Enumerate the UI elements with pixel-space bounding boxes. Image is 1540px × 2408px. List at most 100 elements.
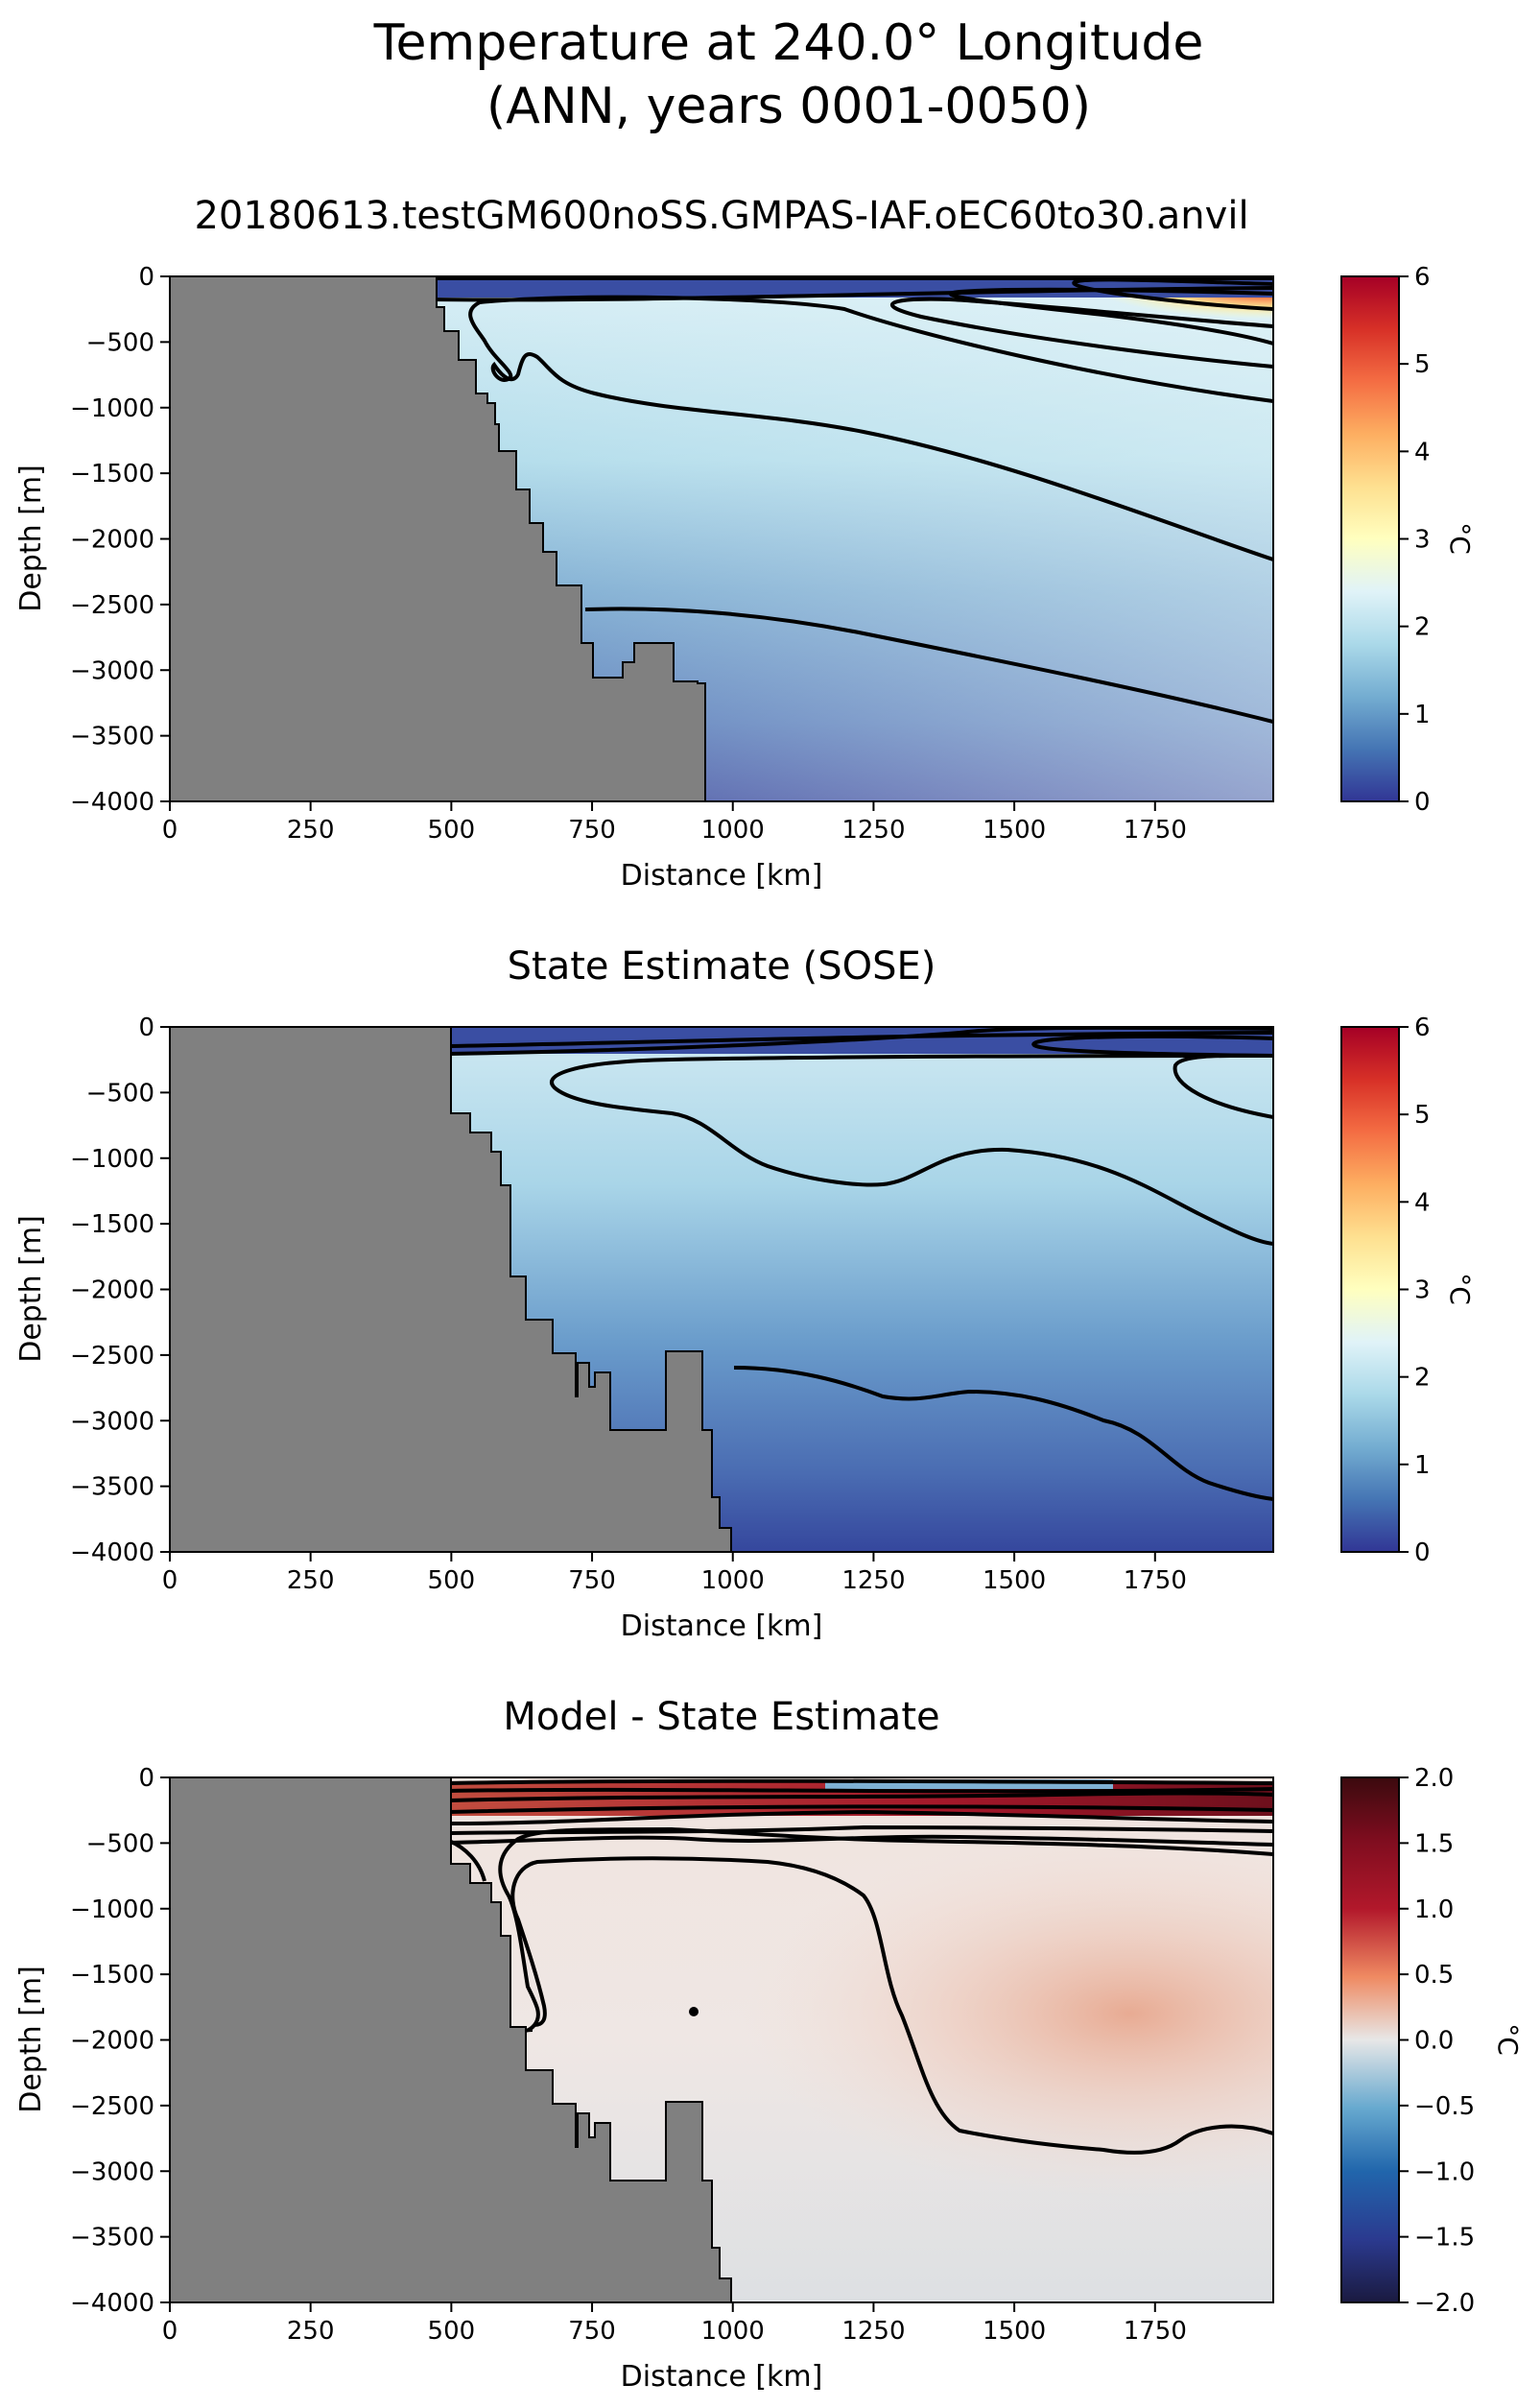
x-tick-label: 1250 (841, 816, 905, 845)
colorbar-tick-label: 1.0 (1414, 1895, 1454, 1924)
figure-title-line2: (ANN, years 0001-0050) (486, 78, 1091, 135)
x-axis-label: Distance [km] (621, 2360, 823, 2394)
colorbar-tick-label: 1.5 (1414, 1829, 1454, 1858)
colorbar-tick-label: 5 (1414, 350, 1431, 379)
y-tick-label: −2500 (70, 2092, 154, 2121)
y-tick-label: −3000 (70, 1407, 154, 1436)
contour-line (448, 1804, 1273, 1814)
x-tick-label: 750 (568, 1566, 616, 1595)
x-tick-label: 1000 (701, 1566, 765, 1595)
contour-line (949, 287, 1273, 346)
y-tick-label: −2000 (70, 1276, 154, 1305)
colorbar-tick-label: −1.5 (1414, 2224, 1475, 2253)
colorbar-tick-label: 1 (1414, 1451, 1431, 1480)
colorbar-tick-label: 6 (1414, 1013, 1431, 1042)
y-axis: 0 −500 −1000 −1500 −2000 −2500 −3000 −3500 −4000 (70, 1764, 170, 2318)
y-axis-label: Depth [m] (14, 1215, 48, 1363)
x-tick-label: 1000 (701, 2317, 765, 2346)
y-tick-label: −1500 (70, 1961, 154, 1990)
y-tick-label: −4000 (70, 1538, 154, 1567)
temperature-field (170, 276, 1273, 801)
x-tick-label: 1750 (1124, 1566, 1187, 1595)
x-tick-label: 1750 (1124, 816, 1187, 845)
colorbar-label: °C (1444, 1273, 1476, 1305)
contour-line (448, 1031, 1273, 1048)
contour-line (1072, 277, 1273, 311)
y-tick-label: −4000 (70, 788, 154, 817)
panel-difference: Model - State Estimate 0 250 500 750 1000 125… (14, 1695, 1524, 2394)
y-tick-label: −1500 (70, 1210, 154, 1239)
temperature-difference-field (170, 1777, 1273, 2302)
colorbar: −2.0 −1.5 −1.0 −0.5 0.0 0.5 1.0 1.5 2.0 (1340, 1764, 1475, 2318)
colorbar-tick-label: 2.0 (1414, 1764, 1454, 1793)
colorbar-tick-label: 1 (1414, 701, 1431, 729)
y-axis: 0 −500 −1000 −1500 −2000 −2500 −3000 −3500 −4000 (70, 1013, 170, 1567)
contour-line (448, 1839, 486, 1882)
y-tick-label: −2500 (70, 591, 154, 620)
panel-title: Model - State Estimate (503, 1695, 939, 1739)
x-axis: 0 250 500 750 1000 1250 1500 1750 (162, 2302, 1187, 2346)
contour-line (550, 1054, 1273, 1246)
panel-title: State Estimate (SOSE) (508, 944, 936, 989)
x-tick-label: 1000 (701, 816, 765, 845)
x-tick-label: 1500 (983, 2317, 1046, 2346)
colorbar-tick-label: 0.0 (1414, 2027, 1454, 2056)
y-tick-label: −3000 (70, 656, 154, 685)
y-tick-label: −2500 (70, 1342, 154, 1371)
y-tick-label: 0 (138, 1013, 154, 1042)
colorbar-tick-label: −1.0 (1414, 2158, 1475, 2186)
contour-line (448, 1778, 1273, 1785)
x-tick-label: 500 (428, 1566, 476, 1595)
colorbar-tick-label: 3 (1414, 1276, 1431, 1305)
temperature-field (170, 1027, 1273, 1552)
x-tick-label: 0 (162, 816, 178, 845)
x-axis: 0 250 500 750 1000 1250 1500 1750 (162, 1552, 1187, 1595)
contour-line (450, 1809, 1273, 1825)
colorbar-tick-label: −2.0 (1414, 2289, 1475, 2318)
x-tick-label: 500 (428, 816, 476, 845)
colorbar-tick-label: 6 (1414, 263, 1431, 292)
bathymetry-land (170, 1027, 732, 1552)
contour-line (733, 1366, 1273, 1501)
colorbar: 0 1 2 3 4 5 6 (1340, 263, 1431, 817)
figure-title-line1: Temperature at 240.0° Longitude (373, 14, 1204, 72)
y-tick-label: −3500 (70, 2224, 154, 2253)
x-axis: 0 250 500 750 1000 1250 1500 1750 (162, 801, 1187, 845)
x-tick-label: 250 (287, 2317, 335, 2346)
y-tick-label: −500 (86, 1829, 154, 1858)
contour-line (450, 1824, 1273, 1835)
colorbar-tick-label: 3 (1414, 526, 1431, 555)
x-tick-label: 1250 (841, 2317, 905, 2346)
y-tick-label: −1000 (70, 1895, 154, 1924)
contour-line (1031, 1034, 1273, 1058)
contour-line (448, 1791, 1273, 1802)
y-axis-label: Depth [m] (14, 465, 48, 612)
y-tick-label: −3000 (70, 2158, 154, 2186)
contour-dot (689, 2007, 699, 2016)
y-tick-label: −1000 (70, 1145, 154, 1174)
y-tick-label: −2000 (70, 2027, 154, 2056)
panel-model: 20180613.testGM600noSS.GMPAS-IAF.oEC60to… (14, 194, 1476, 893)
y-tick-label: −500 (86, 1079, 154, 1108)
x-tick-label: 1250 (841, 1566, 905, 1595)
y-tick-label: 0 (138, 263, 154, 292)
contour-line (468, 295, 1273, 561)
y-tick-label: −2000 (70, 526, 154, 555)
x-tick-label: 250 (287, 816, 335, 845)
x-tick-label: 750 (568, 816, 616, 845)
colorbar-label: °C (1444, 522, 1476, 555)
y-axis: 0 −500 −1000 −1500 −2000 −2500 −3000 −3500 −4000 (70, 263, 170, 817)
x-tick-label: 1750 (1124, 2317, 1187, 2346)
colorbar-tick-label: 0.5 (1414, 1961, 1454, 1990)
y-tick-label: −4000 (70, 2289, 154, 2318)
colorbar-tick-label: 2 (1414, 1364, 1431, 1393)
x-axis-label: Distance [km] (621, 1609, 823, 1643)
panel-state-estimate: State Estimate (SOSE) 0 250 500 750 1000 1250… (14, 944, 1476, 1643)
contour-line (498, 1826, 1273, 2033)
x-tick-label: 750 (568, 2317, 616, 2346)
colorbar-tick-label: 0 (1414, 1538, 1431, 1567)
y-axis-label: Depth [m] (14, 1966, 48, 2113)
contour-line (890, 297, 1273, 369)
colorbar-tick-label: −0.5 (1414, 2092, 1475, 2121)
y-tick-label: −1000 (70, 394, 154, 423)
